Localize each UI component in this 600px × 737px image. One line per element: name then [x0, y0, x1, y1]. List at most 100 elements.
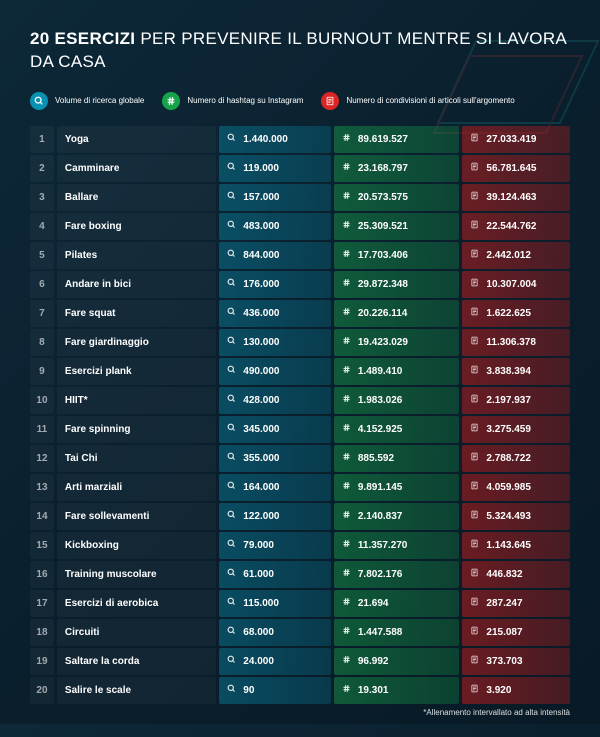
document-icon	[470, 365, 479, 377]
search-cell: 157.000	[219, 184, 331, 211]
hash-value: 17.703.406	[358, 250, 408, 261]
hash-cell: 29.872.348	[334, 271, 460, 298]
hashtag-icon	[342, 626, 351, 638]
search-icon	[227, 568, 236, 580]
name-cell: Kickboxing	[57, 532, 216, 559]
search-value: 90	[243, 685, 254, 696]
exercise-name: Kickboxing	[65, 540, 119, 551]
name-cell: Ballare	[57, 184, 216, 211]
exercise-name: Fare sollevamenti	[65, 511, 149, 522]
search-value: 1.440.000	[243, 134, 288, 145]
search-icon	[227, 626, 236, 638]
document-icon	[470, 191, 479, 203]
search-value: 61.000	[243, 569, 274, 580]
hashtag-icon	[342, 597, 351, 609]
name-cell: Fare boxing	[57, 213, 216, 240]
name-cell: Esercizi di aerobica	[57, 590, 216, 617]
search-cell: 436.000	[219, 300, 331, 327]
doc-value: 39.124.463	[486, 192, 536, 203]
hash-value: 11.357.270	[358, 540, 408, 551]
search-cell: 844.000	[219, 242, 331, 269]
search-cell: 428.000	[219, 387, 331, 414]
table-row: 14Fare sollevamenti122.0002.140.8375.324…	[30, 503, 570, 530]
doc-value: 373.703	[486, 656, 522, 667]
name-cell: Saltare la corda	[57, 648, 216, 675]
table-row: 16Training muscolare61.0007.802.176446.8…	[30, 561, 570, 588]
search-value: 436.000	[243, 308, 279, 319]
legend: Volume di ricerca globale Numero di hash…	[30, 92, 570, 110]
legend-doc: Numero di condivisioni di articoli sull'…	[321, 92, 514, 110]
name-cell: Pilates	[57, 242, 216, 269]
hashtag-icon	[162, 92, 180, 110]
rank-cell: 13	[30, 474, 54, 501]
search-cell: 90	[219, 677, 331, 704]
rank-value: 10	[36, 395, 47, 406]
doc-value: 10.307.004	[486, 279, 536, 290]
rank-value: 18	[36, 627, 47, 638]
legend-doc-label: Numero di condivisioni di articoli sull'…	[346, 96, 514, 106]
name-cell: Fare squat	[57, 300, 216, 327]
hash-value: 29.872.348	[358, 279, 408, 290]
hash-cell: 4.152.925	[334, 416, 460, 443]
doc-cell: 5.324.493	[462, 503, 570, 530]
exercise-name: Saltare la corda	[65, 656, 139, 667]
hash-cell: 11.357.270	[334, 532, 460, 559]
name-cell: Fare spinning	[57, 416, 216, 443]
rank-cell: 14	[30, 503, 54, 530]
search-icon	[227, 220, 236, 232]
infographic-container: 20 ESERCIZI PER PREVENIRE IL BURNOUT MEN…	[0, 0, 600, 737]
doc-value: 5.324.493	[486, 511, 531, 522]
rank-value: 2	[39, 163, 45, 174]
rank-cell: 8	[30, 329, 54, 356]
rank-value: 14	[36, 511, 47, 522]
doc-value: 2.788.722	[486, 453, 531, 464]
exercise-name: Fare boxing	[65, 221, 122, 232]
hash-value: 7.802.176	[358, 569, 403, 580]
doc-cell: 11.306.378	[462, 329, 570, 356]
search-cell: 345.000	[219, 416, 331, 443]
search-icon	[227, 249, 236, 261]
table-row: 4Fare boxing483.00025.309.52122.544.762	[30, 213, 570, 240]
exercise-name: Circuiti	[65, 627, 99, 638]
hashtag-icon	[342, 249, 351, 261]
table-row: 2Camminare119.00023.168.79756.781.645	[30, 155, 570, 182]
doc-value: 11.306.378	[486, 337, 536, 348]
hash-value: 20.573.575	[358, 192, 408, 203]
doc-cell: 56.781.645	[462, 155, 570, 182]
table-row: 13Arti marziali164.0009.891.1454.059.985	[30, 474, 570, 501]
hash-value: 19.423.029	[358, 337, 408, 348]
exercise-name: Camminare	[65, 163, 119, 174]
doc-value: 56.781.645	[486, 163, 536, 174]
hashtag-icon	[342, 133, 351, 145]
document-icon	[470, 394, 479, 406]
legend-search: Volume di ricerca globale	[30, 92, 144, 110]
exercise-name: HIIT*	[65, 395, 88, 406]
rank-value: 15	[36, 540, 47, 551]
rank-cell: 19	[30, 648, 54, 675]
search-cell: 490.000	[219, 358, 331, 385]
doc-value: 446.832	[486, 569, 522, 580]
hash-cell: 885.592	[334, 445, 460, 472]
document-icon	[470, 423, 479, 435]
document-icon	[470, 307, 479, 319]
hash-value: 25.309.521	[358, 221, 408, 232]
rank-cell: 3	[30, 184, 54, 211]
exercise-name: Esercizi plank	[65, 366, 132, 377]
hash-cell: 89.619.527	[334, 126, 460, 153]
hashtag-icon	[342, 336, 351, 348]
doc-cell: 1.622.625	[462, 300, 570, 327]
rank-value: 20	[36, 685, 47, 696]
hash-value: 9.891.145	[358, 482, 403, 493]
table-row: 15Kickboxing79.00011.357.2701.143.645	[30, 532, 570, 559]
hash-value: 1.983.026	[358, 395, 403, 406]
rank-cell: 20	[30, 677, 54, 704]
doc-cell: 3.838.394	[462, 358, 570, 385]
document-icon	[470, 655, 479, 667]
hashtag-icon	[342, 539, 351, 551]
search-value: 24.000	[243, 656, 274, 667]
search-value: 122.000	[243, 511, 279, 522]
document-icon	[470, 336, 479, 348]
exercise-name: Ballare	[65, 192, 98, 203]
search-icon	[227, 278, 236, 290]
hash-cell: 1.983.026	[334, 387, 460, 414]
